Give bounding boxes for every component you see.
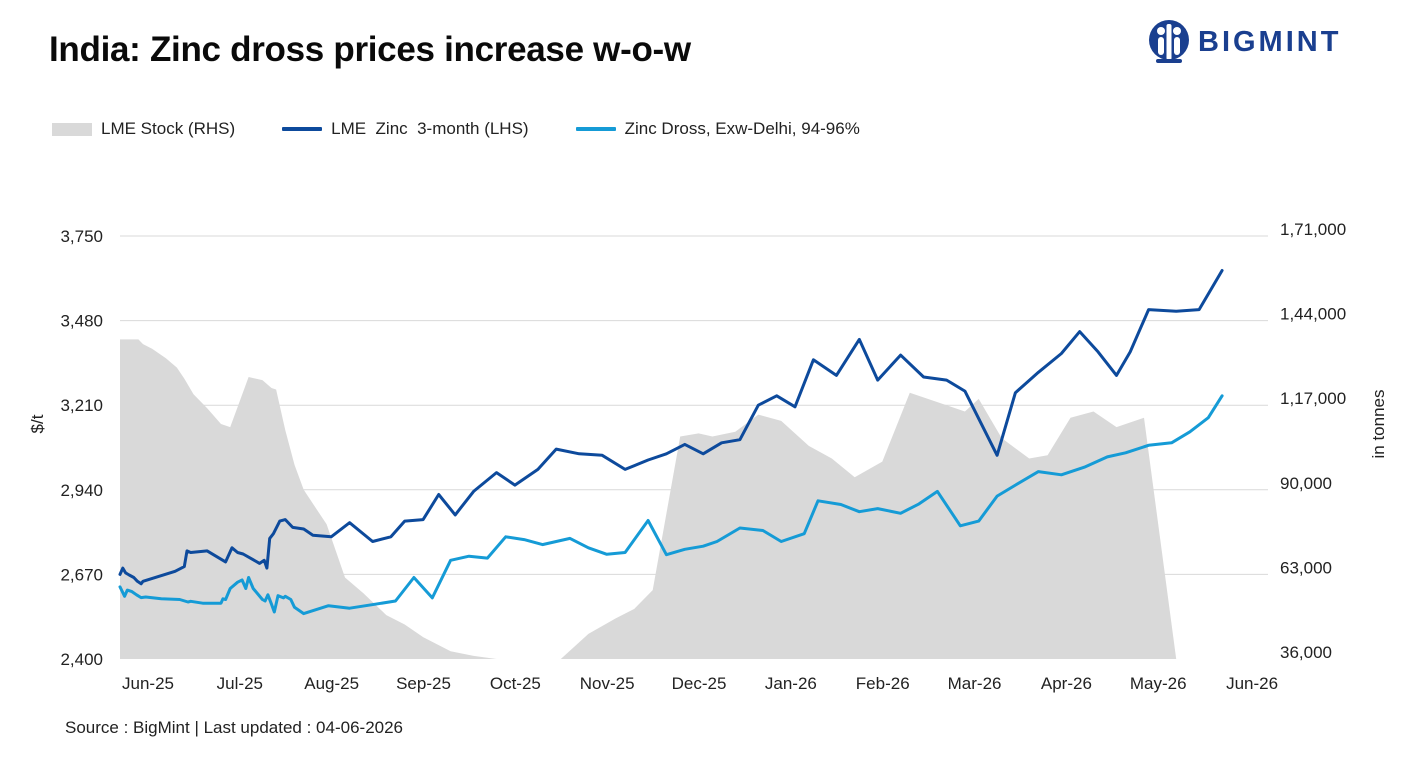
y-axis-title-left: $/t [28, 414, 47, 433]
x-tick-label: Feb-26 [856, 674, 910, 693]
x-tick-label: Jun-26 [1226, 674, 1278, 693]
y-tick-label-left: 2,940 [60, 481, 103, 500]
price-lines-layer [118, 269, 1224, 616]
chart-title: India: Zinc dross prices increase w-o-w [49, 30, 691, 69]
x-tick-label: Jul-25 [217, 674, 263, 693]
series-line-lme-zinc [118, 269, 1224, 586]
tick-labels: 2,400 36,000 2,670 63,000 2,940 90,000 3,210 1,… [60, 220, 1346, 693]
legend-swatch-stock [52, 122, 92, 136]
series-line-zinc-dross [118, 394, 1224, 616]
y-tick-label-left: 2,400 [60, 650, 103, 669]
legend-item-lme: LME Zinc 3-month (LHS) [282, 119, 529, 139]
x-tick-label: Jun-25 [122, 674, 174, 693]
x-tick-label: Oct-25 [490, 674, 541, 693]
source-note: Source : BigMint | Last updated : 04-06-… [65, 718, 404, 737]
bigmint-logo-icon [1149, 20, 1189, 63]
y-tick-label-right: 36,000 [1280, 643, 1332, 662]
y-tick-label-left: 3,750 [60, 227, 103, 246]
x-tick-label: Sep-25 [396, 674, 451, 693]
y-tick-label-right: 1,44,000 [1280, 305, 1346, 324]
legend-label-stock: LME Stock (RHS) [101, 119, 236, 138]
chart-legend: LME Stock (RHS) LME Zinc 3-month (LHS) Z… [52, 119, 907, 139]
x-tick-label: Mar-26 [948, 674, 1002, 693]
legend-item-stock: LME Stock (RHS) [52, 119, 235, 139]
legend-swatch-lme [282, 127, 323, 131]
x-tick-label: Dec-25 [672, 674, 727, 693]
y-tick-label-left: 2,670 [60, 565, 103, 584]
y-tick-label-right: 90,000 [1280, 474, 1332, 493]
series-area-lme-stock [120, 339, 1268, 659]
legend-swatch-dross [575, 127, 616, 131]
y-tick-label-right: 1,17,000 [1280, 389, 1346, 408]
y-axis-title-right: in tonnes [1369, 390, 1388, 459]
stock-area-layer [120, 339, 1268, 659]
x-tick-label: Aug-25 [304, 674, 359, 693]
x-tick-label: Nov-25 [580, 674, 635, 693]
legend-label-lme: LME Zinc 3-month (LHS) [331, 119, 529, 138]
x-tick-label: May-26 [1130, 674, 1187, 693]
y-tick-label-left: 3,210 [60, 396, 103, 415]
y-tick-label-right: 1,71,000 [1280, 220, 1346, 239]
y-tick-label-left: 3,480 [60, 312, 103, 331]
x-tick-label: Jan-26 [765, 674, 817, 693]
logo-text: BIGMINT [1198, 25, 1342, 58]
bigmint-logo: BIGMINT [1148, 18, 1341, 66]
x-tick-label: Apr-26 [1041, 674, 1092, 693]
legend-item-dross: Zinc Dross, Exw-Delhi, 94-96% [575, 119, 860, 139]
y-tick-label-right: 63,000 [1280, 558, 1332, 577]
legend-label-dross: Zinc Dross, Exw-Delhi, 94-96% [624, 119, 860, 138]
